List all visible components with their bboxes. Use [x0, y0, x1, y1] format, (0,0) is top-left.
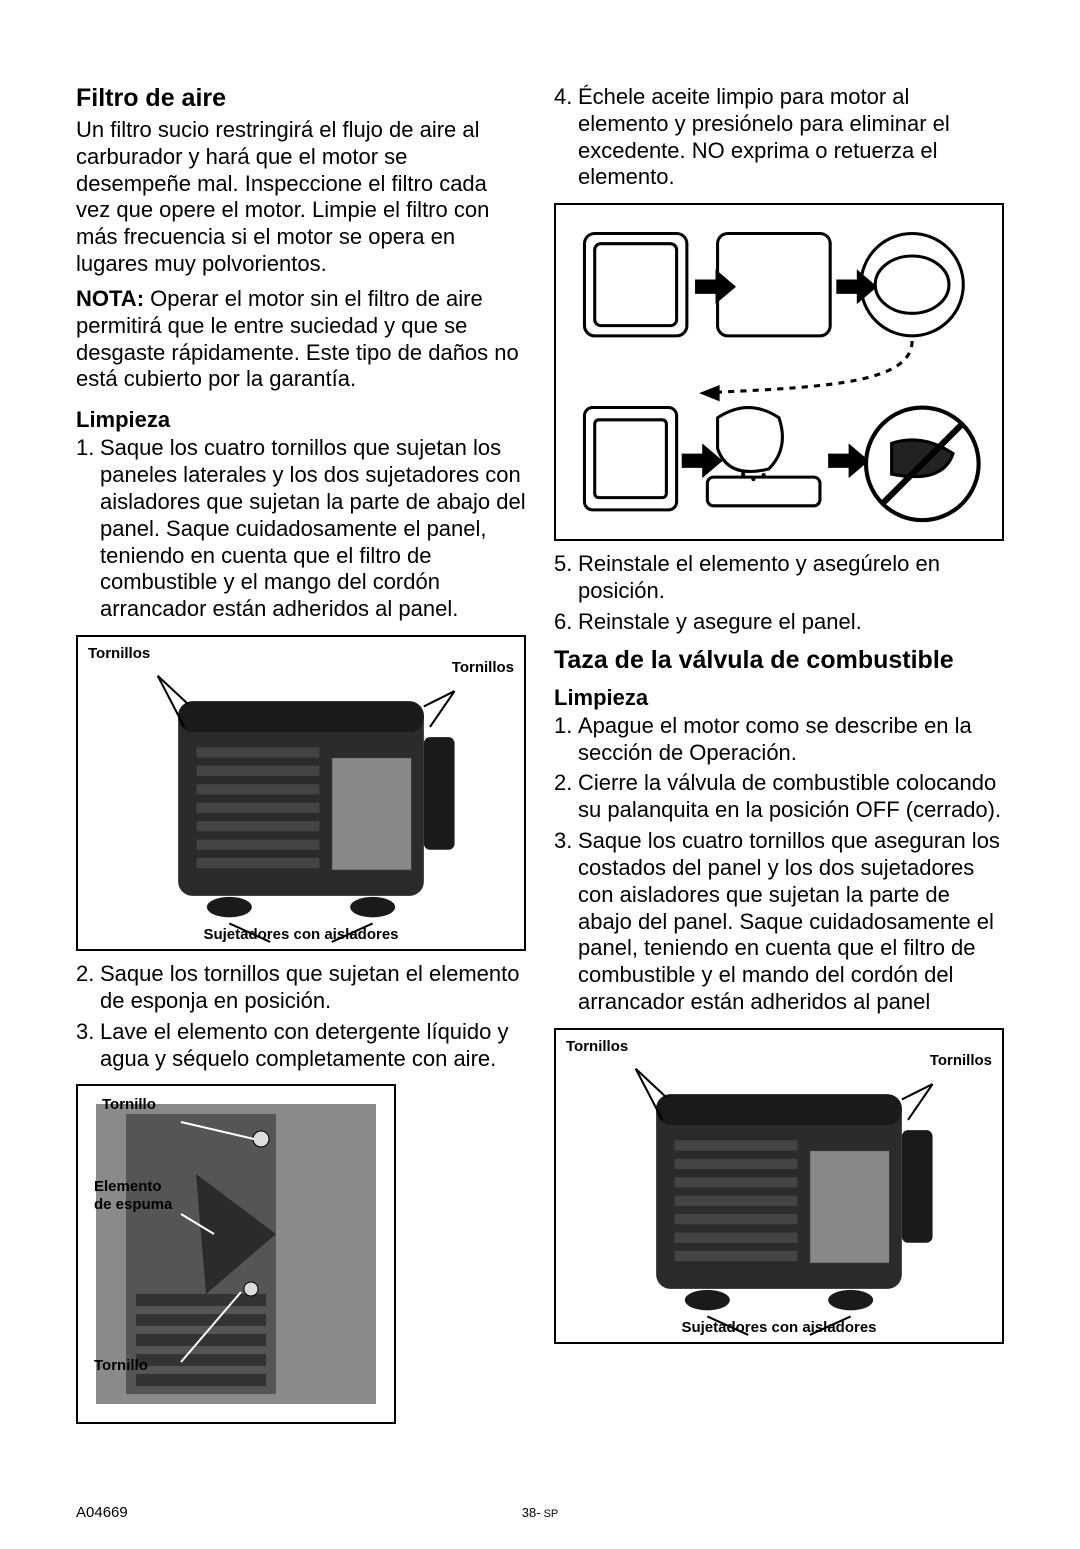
step-number: 5.: [554, 551, 578, 605]
callout-tornillo-bottom: Tornillo: [94, 1357, 148, 1374]
list-step: 1. Apague el motor como se describe en l…: [554, 713, 1004, 767]
step-number: 2.: [554, 770, 578, 824]
step-text: Saque los tornillos que sujetan el eleme…: [100, 961, 526, 1015]
footer-doc-id: A04669: [76, 1504, 128, 1521]
figure-generator-panel-1: Tornillos Tornillos Sujetadores con aisl…: [76, 635, 526, 951]
figure-foam-element: Tornillo Elemento de espuma Tornillo: [76, 1084, 396, 1424]
heading-taza-valvula: Taza de la válvula de combustible: [554, 646, 1004, 675]
footer-page-number: 38-: [522, 1505, 541, 1520]
heading-filtro-de-aire: Filtro de aire: [76, 84, 526, 113]
step-text: Apague el motor como se describe en la s…: [578, 713, 1004, 767]
nota-label: NOTA:: [76, 286, 144, 311]
callout-tornillo-top: Tornillo: [102, 1096, 156, 1113]
step-text: Lave el elemento con detergente líquido …: [100, 1019, 526, 1073]
step-text: Cierre la válvula de combustible colocan…: [578, 770, 1004, 824]
list-step: 6. Reinstale y asegure el panel.: [554, 609, 1004, 636]
paragraph-nota: NOTA: Operar el motor sin el filtro de a…: [76, 286, 526, 393]
paragraph-intro: Un filtro sucio restringirá el flujo de …: [76, 117, 526, 278]
step-number: 2.: [76, 961, 100, 1015]
step-number: 3.: [76, 1019, 100, 1073]
callout-sujetadores: Sujetadores con aisladores: [78, 926, 524, 943]
step-text: Saque los cuatro tornillos que aseguran …: [578, 828, 1004, 1016]
list-step: 2. Saque los tornillos que sujetan el el…: [76, 961, 526, 1015]
callout-tornillos-tl: Tornillos: [88, 645, 150, 662]
right-column: 4. Échele aceite limpio para motor al el…: [554, 84, 1004, 1434]
step-text: Saque los cuatro tornillos que sujetan l…: [100, 435, 526, 623]
list-step: 3. Lave el elemento con detergente líqui…: [76, 1019, 526, 1073]
callout-sujetadores: Sujetadores con aisladores: [556, 1319, 1002, 1336]
list-step: 1. Saque los cuatro tornillos que sujeta…: [76, 435, 526, 623]
left-column: Filtro de aire Un filtro sucio restringi…: [76, 84, 526, 1434]
callout-tornillos-tl: Tornillos: [566, 1038, 628, 1055]
step-number: 4.: [554, 84, 578, 191]
oil-diagram-illustration: [564, 213, 994, 541]
list-step: 3. Saque los cuatro tornillos que asegur…: [554, 828, 1004, 1016]
generator-panel-illustration-2: [564, 1038, 994, 1345]
step-number: 1.: [554, 713, 578, 767]
heading-limpieza-2: Limpieza: [554, 685, 1004, 711]
step-text: Reinstale y asegure el panel.: [578, 609, 1004, 636]
list-step: 2. Cierre la válvula de combustible colo…: [554, 770, 1004, 824]
list-step: 4. Échele aceite limpio para motor al el…: [554, 84, 1004, 191]
callout-tornillos-tr: Tornillos: [452, 659, 514, 676]
list-step: 5. Reinstale el elemento y asegúrelo en …: [554, 551, 1004, 605]
step-text: Reinstale el elemento y asegúrelo en pos…: [578, 551, 1004, 605]
page-content: Filtro de aire Un filtro sucio restringi…: [76, 84, 1004, 1434]
heading-limpieza: Limpieza: [76, 407, 526, 433]
callout-tornillos-tr: Tornillos: [930, 1052, 992, 1069]
page-footer: A04669 38- SP A04669: [76, 1504, 1004, 1521]
figure-generator-panel-2: Tornillos Tornillos Sujetadores con aisl…: [554, 1028, 1004, 1344]
footer-page: 38- SP: [522, 1504, 559, 1521]
figure-oil-diagram: [554, 203, 1004, 541]
generator-panel-illustration: [86, 645, 516, 952]
step-number: 1.: [76, 435, 100, 623]
step-number: 3.: [554, 828, 578, 1016]
footer-page-sp: SP: [541, 1508, 559, 1520]
step-text: Échele aceite limpio para motor al eleme…: [578, 84, 1004, 191]
step-number: 6.: [554, 609, 578, 636]
callout-elemento: Elemento: [94, 1178, 162, 1195]
callout-de-espuma: de espuma: [94, 1196, 172, 1213]
